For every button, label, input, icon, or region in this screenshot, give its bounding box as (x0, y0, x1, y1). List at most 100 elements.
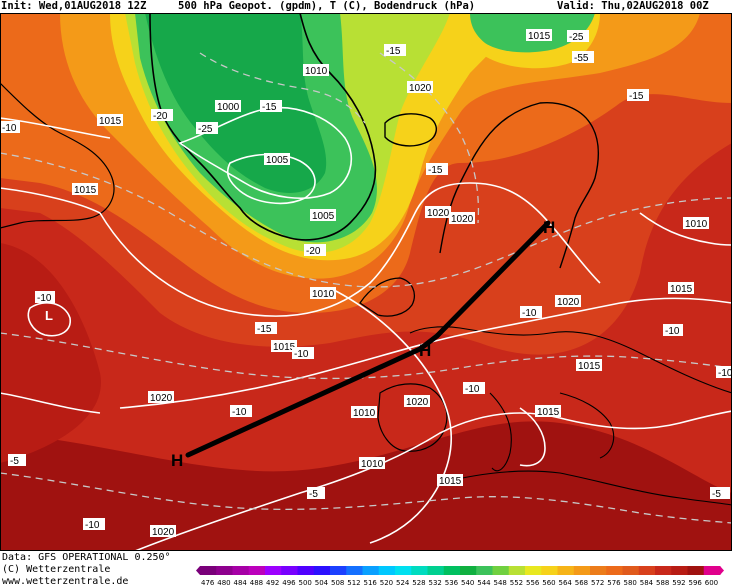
canada-coast (0, 82, 115, 229)
svg-text:-15: -15 (262, 102, 277, 113)
isotherm-label: -10 (663, 324, 683, 337)
isobar-label: 1000 (215, 100, 241, 113)
iberia-coast (377, 383, 448, 452)
isobar-label: 1015 (437, 474, 463, 487)
svg-text:-20: -20 (153, 111, 168, 122)
colorbar-swatch (313, 566, 331, 575)
isotherm-label: -10 (463, 382, 485, 395)
svg-text:1010: 1010 (305, 66, 328, 77)
svg-text:1020: 1020 (152, 527, 175, 538)
isotherm-labels: -15 -15 -20 -20 -25 -25 -15 -10 -15 -10 … (0, 30, 732, 531)
colorbar-tick-label: 596 (689, 579, 703, 587)
colorbar-swatch (525, 566, 542, 575)
iceland-coast (384, 113, 437, 147)
isotherm-label: -15 (384, 44, 406, 57)
svg-text:1010: 1010 (361, 459, 384, 470)
isobar-labels: 1015 1015 1015 1010 1020 1020 1020 1010 … (72, 29, 709, 538)
colorbar-swatch (622, 566, 640, 575)
copyright-label: (C) Wetterzentrale (2, 564, 111, 575)
colorbar-swatch (232, 566, 250, 575)
colorbar-tick-label: 552 (510, 579, 523, 587)
isobar-label: 1020 (404, 395, 430, 408)
isobar-label: 1010 (359, 457, 385, 470)
colorbar-swatch (248, 566, 266, 575)
colorbar-swatch (411, 566, 428, 575)
colorbar-tick-label: 560 (542, 579, 555, 587)
svg-text:-10: -10 (2, 123, 17, 134)
svg-text:-15: -15 (386, 46, 401, 57)
isobar-label: 1005 (310, 209, 336, 222)
balkans-coast (559, 392, 615, 459)
svg-text:1015: 1015 (273, 342, 296, 353)
svg-text:-5: -5 (10, 456, 19, 467)
colorbar-tick-label: 492 (266, 579, 279, 587)
colorbar-swatch (703, 566, 721, 575)
colorbar-tick-label: 500 (299, 579, 312, 587)
colorbar-tick-label: 528 (412, 579, 425, 587)
colorbar-tick-label: 504 (315, 579, 329, 587)
svg-text:-10: -10 (718, 368, 732, 379)
colorbar-swatch (362, 566, 380, 575)
colorbar-swatch (395, 566, 412, 575)
isotherm-label: -25 (196, 122, 218, 135)
high-pressure-ridge-line (185, 220, 551, 458)
svg-text:1015: 1015 (528, 31, 551, 42)
colorbar-tick-label: 480 (217, 579, 230, 587)
svg-text:1000: 1000 (217, 102, 240, 113)
colorbar-tick-label: 476 (201, 579, 215, 587)
svg-text:1020: 1020 (150, 393, 173, 404)
svg-text:1015: 1015 (578, 361, 601, 372)
colorbar-swatch (378, 566, 396, 575)
colorbar-swatch (216, 566, 233, 575)
svg-text:-10: -10 (665, 326, 680, 337)
svg-text:-55: -55 (574, 53, 589, 64)
svg-text:-5: -5 (309, 489, 318, 500)
colorbar-swatch (573, 566, 591, 575)
italy-coast (489, 392, 512, 472)
colorbar-tick-label: 488 (250, 579, 263, 587)
isotherm-label: -10 (520, 306, 542, 319)
svg-text:-25: -25 (198, 124, 213, 135)
svg-text:1015: 1015 (670, 284, 693, 295)
svg-text:1010: 1010 (312, 289, 335, 300)
isobar-label: 1015 (535, 405, 561, 418)
svg-text:1010: 1010 (353, 408, 376, 419)
isotherm-label: -20 (304, 244, 326, 257)
isobar-label: 1015 (526, 29, 552, 42)
colorbar-tick-label: 580 (624, 579, 637, 587)
colorbar-swatch (281, 566, 298, 575)
isobar-label: 1015 (668, 282, 694, 295)
colorbar-swatch (200, 566, 217, 575)
isotherm-label: -15 (260, 100, 282, 113)
weather-map: H H H L 1015 1015 1015 1010 1020 1020 10… (0, 13, 732, 551)
svg-text:1010: 1010 (685, 219, 708, 230)
isotherm-label: -5 (710, 487, 730, 500)
colorbar-tick-label: 556 (526, 579, 540, 587)
isobar-label: 1020 (449, 212, 475, 225)
svg-text:1020: 1020 (409, 83, 432, 94)
high-center-central-label: H (419, 341, 431, 360)
colorbar-tick-label: 584 (640, 579, 654, 587)
data-source-label: Data: GFS OPERATIONAL 0.250° (2, 552, 171, 563)
svg-text:1005: 1005 (312, 211, 335, 222)
isobar-label: 1020 (148, 391, 174, 404)
isobars (0, 106, 732, 551)
colorbar-max-arrow (720, 566, 724, 575)
colorbar-tick-label: 496 (282, 579, 296, 587)
init-time-label: Init: Wed,01AUG2018 12Z (1, 0, 147, 12)
colorbar-swatch (265, 566, 282, 575)
isobar-label: 1015 (97, 114, 123, 127)
colorbar-tick-label: 484 (234, 579, 248, 587)
isobar-label: 1010 (683, 217, 709, 230)
high-center-east-label: H (543, 218, 555, 237)
isobar-label: 1010 (303, 64, 329, 77)
svg-text:-10: -10 (465, 384, 480, 395)
colorbar-swatch (508, 566, 526, 575)
svg-text:-10: -10 (85, 520, 100, 531)
svg-text:-10: -10 (37, 293, 52, 304)
colorbar-swatch (590, 566, 607, 575)
colorbar-tick-label: 568 (575, 579, 588, 587)
colorbar-tick-label: 600 (705, 579, 718, 587)
colorbar-swatch (297, 566, 315, 575)
colorbar-tick-label: 564 (559, 579, 573, 587)
